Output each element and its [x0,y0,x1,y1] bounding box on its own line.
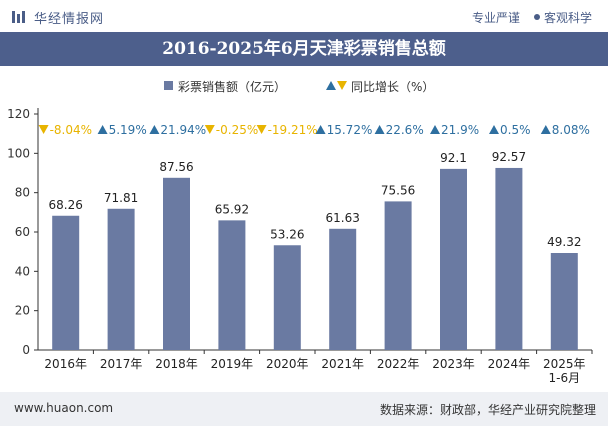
y-tick-label: 40 [15,264,30,278]
brand-name: 华经情报网 [34,12,105,27]
bar [384,201,412,350]
legend-bar-series: 彩票销售额（亿元） [164,78,314,94]
bar-value-label: 49.32 [547,235,581,249]
bar [218,220,246,350]
x-tick-label: 2019年 [211,357,254,371]
y-tick-label: 120 [7,107,30,121]
bar-value-label: 71.81 [104,191,138,205]
bar [273,245,301,350]
growth-up-marker [430,125,440,134]
bar [550,253,578,350]
brand-logo-icon [12,11,25,23]
tag-professional: 专业严谨 [472,11,521,25]
growth-up-marker [97,125,108,134]
y-tick-label: 20 [15,304,30,318]
growth-label: 22.6% [386,123,424,137]
bar-value-label: 87.56 [159,160,193,174]
x-tick-label: 2020年 [266,357,309,371]
footer-source: 数据来源：财政部，华经产业研究院整理 [379,403,596,417]
growth-down-marker [204,125,215,134]
x-tick-label: 2025年 [543,357,586,371]
legend-bar-swatch [164,81,173,90]
bar [440,168,467,350]
legend-bar-label: 彩票销售额（亿元） [178,80,287,94]
x-tick-label: 2024年 [488,357,531,371]
y-tick-label: 60 [15,225,30,239]
bar [107,208,135,350]
x-tick-label: 2022年 [377,357,420,371]
bar [52,215,80,350]
y-tick-label: 100 [7,146,30,160]
growth-label: 0.5% [500,123,531,137]
growth-up-marker [540,125,551,134]
chart-title: 2016-2025年6月天津彩票销售总额 [162,39,446,59]
x-tick-label: 2021年 [321,357,364,371]
bar [163,177,190,350]
title-bar: 2016-2025年6月天津彩票销售总额 [0,32,608,66]
growth-label: 8.08% [552,123,590,137]
legend-growth-label: 同比增长（%） [351,80,435,94]
bar-value-label: 68.26 [49,198,83,212]
growth-up-marker [149,125,160,134]
up-triangle-icon [326,81,336,90]
bar [329,228,357,350]
bar-value-label: 61.63 [326,211,360,225]
growth-up-marker [374,125,385,134]
top-bar: 华经情报网 专业严谨 客观科学 [0,0,608,32]
x-tick-label: 2018年 [155,357,198,371]
growth-label: -8.04% [50,123,92,137]
growth-label: -0.25% [216,123,258,137]
bar-value-label: 75.56 [381,183,415,197]
bar-value-label: 53.26 [270,227,304,241]
growth-up-marker [489,125,499,134]
growth-down-marker [38,125,49,134]
footer: www.huaon.com 数据来源：财政部，华经产业研究院整理 [0,392,608,426]
tag-objective: 客观科学 [544,11,593,25]
growth-label: 21.94% [160,123,206,137]
growth-label: 15.72% [327,123,373,137]
bar-value-label: 92.1 [440,151,467,165]
growth-down-marker [256,125,267,134]
x-tick-label: 2016年 [44,357,87,371]
y-tick-label: 80 [15,186,30,200]
bar-chart: 0 20 40 60 80 100 120 68.26 2016年 -8.04% 71.81 2017… [7,107,593,385]
bar-value-label: 65.92 [215,202,249,216]
down-triangle-icon [337,81,347,90]
growth-label: 5.19% [109,123,147,137]
growth-label: -19.21% [268,123,318,137]
y-tick-label: 0 [22,343,30,357]
x-tick-label: 2017年 [100,357,143,371]
legend-growth-series: 同比增长（%） [326,78,456,94]
bar [495,167,523,350]
x-tick-label: 2023年 [432,357,475,371]
x-tick-label: 1-6月 [548,371,580,385]
separator-dot [534,14,540,20]
growth-up-marker [315,125,326,134]
footer-url: www.huaon.com [14,401,114,415]
bar-value-label: 92.57 [492,150,526,164]
growth-label: 21.9% [441,123,479,137]
